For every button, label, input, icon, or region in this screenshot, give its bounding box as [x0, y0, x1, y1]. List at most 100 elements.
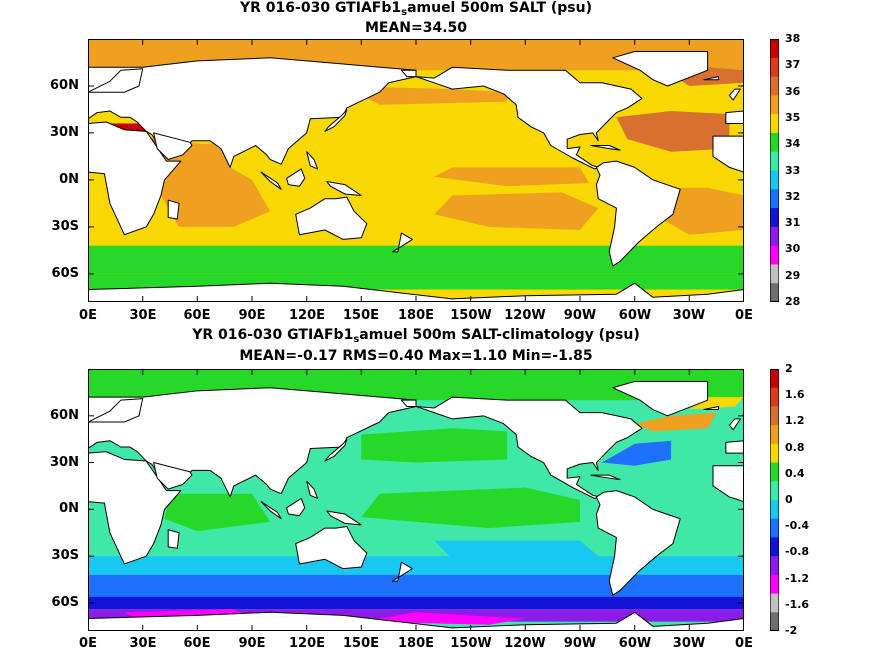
y-tick-label: 30N	[50, 455, 79, 470]
landmass	[306, 151, 319, 170]
colorbar-swatch	[770, 245, 779, 265]
colorbar-swatch	[770, 283, 779, 302]
colorbar-tick-label: 28	[785, 295, 801, 308]
colorbar-swatch	[770, 500, 779, 520]
colorbar-tick-label: 34	[785, 137, 801, 150]
landmass	[712, 465, 744, 503]
colorbar-swatch	[770, 264, 779, 284]
y-tick-label: 30S	[51, 219, 79, 234]
landmass	[295, 196, 368, 240]
x-tick-label: 90E	[238, 308, 266, 323]
landmass	[324, 108, 348, 132]
landmass	[703, 405, 719, 411]
landmass	[326, 510, 362, 526]
landmass	[712, 135, 744, 173]
colorbar-tick-label: 0.4	[785, 467, 805, 480]
colorbar-tick-label: 33	[785, 164, 801, 177]
colorbar-swatch	[770, 556, 779, 576]
landmass	[590, 474, 621, 481]
x-tick-label: 60E	[183, 636, 211, 651]
colorbar-tick-label: -1.6	[785, 598, 810, 611]
indian-ocean-salty	[160, 142, 271, 227]
landmass	[728, 418, 741, 431]
landmass	[326, 181, 362, 196]
landmass	[88, 68, 144, 93]
x-tick-label: 30E	[129, 308, 157, 323]
ross-sea-deficit	[361, 612, 526, 625]
landmass	[415, 66, 643, 170]
salinity-anomaly-map	[88, 369, 744, 631]
colorbar-swatch	[770, 518, 779, 538]
colorbar-swatch	[770, 425, 779, 445]
colorbar-tick-label: -1.2	[785, 572, 810, 585]
colorbar-swatch	[770, 208, 779, 228]
south-subtropical-band	[88, 556, 744, 575]
landmass	[286, 497, 306, 517]
colorbar-tick-label: 38	[785, 32, 801, 45]
x-tick-label: 0E	[735, 308, 753, 323]
landmass	[167, 199, 180, 220]
colorbar-tick-label: 32	[785, 190, 801, 203]
y-tick-label: 0N	[59, 172, 79, 187]
labrador-sea-excess	[634, 412, 717, 432]
colorbar-tick-label: 36	[785, 85, 801, 98]
colorbar-swatch	[770, 462, 779, 482]
colorbar-swatch	[770, 574, 779, 594]
landmass	[88, 451, 182, 565]
colorbar-tick-label: 35	[785, 111, 801, 124]
x-tick-label: 30W	[672, 636, 706, 651]
x-tick-label: 90W	[563, 308, 597, 323]
south-pacific-cyan	[434, 540, 599, 560]
y-tick-label: 30N	[50, 125, 79, 140]
colorbar-swatch	[770, 612, 779, 631]
salinity-colorbar	[770, 39, 779, 302]
colorbar-swatch	[770, 443, 779, 463]
x-tick-label: 180E	[397, 308, 435, 323]
colorbar-swatch	[770, 170, 779, 190]
x-tick-label: 120E	[288, 636, 326, 651]
x-tick-label: 0E	[79, 308, 97, 323]
colorbar-swatch	[770, 369, 779, 389]
landmass	[725, 110, 744, 124]
southern-ocean-band	[88, 574, 744, 597]
x-tick-label: 150W	[450, 636, 492, 651]
landmass	[391, 232, 413, 253]
landmass	[612, 380, 709, 417]
landmass	[260, 501, 282, 520]
landmass	[415, 396, 643, 499]
landmass	[324, 438, 348, 462]
nordic-excess	[689, 397, 744, 410]
map2-title: YR 016-030 GTIAFb1samuel 500m SALT-clima…	[192, 327, 640, 345]
x-tick-label: 90E	[238, 636, 266, 651]
southern-ocean-band	[88, 245, 744, 274]
colorbar-swatch	[770, 593, 779, 613]
colorbar-tick-label: -0.4	[785, 519, 810, 532]
landmass	[590, 145, 621, 151]
landmass	[612, 51, 709, 87]
colorbar-tick-label: 31	[785, 216, 801, 229]
circumpolar-band	[88, 596, 744, 610]
x-tick-label: 30E	[129, 636, 157, 651]
y-tick-label: 60S	[51, 595, 79, 610]
colorbar-swatch	[770, 95, 779, 115]
landmass	[595, 160, 681, 267]
north-atlantic-salty	[616, 111, 730, 152]
x-tick-label: 60W	[618, 308, 652, 323]
arabian-sea-salty	[182, 142, 220, 171]
x-tick-label: 120W	[504, 636, 546, 651]
landmass	[286, 168, 306, 187]
y-tick-label: 0N	[59, 501, 79, 516]
x-tick-label: 120W	[504, 308, 546, 323]
x-tick-label: 150E	[342, 308, 380, 323]
south-atlantic-salty	[662, 187, 744, 235]
colorbar-tick-label: 1.2	[785, 414, 805, 427]
north-pacific-green	[361, 428, 508, 463]
map2-stats: MEAN=-0.17 RMS=0.40 Max=1.10 Min=-1.85	[239, 348, 593, 364]
colorbar-swatch	[770, 537, 779, 557]
tropical-green	[361, 487, 580, 529]
colorbar-swatch	[770, 406, 779, 426]
landmass	[88, 398, 144, 423]
colorbar-swatch	[770, 189, 779, 209]
y-tick-label: 30S	[51, 548, 79, 563]
colorbar-tick-label: 0	[785, 493, 793, 506]
